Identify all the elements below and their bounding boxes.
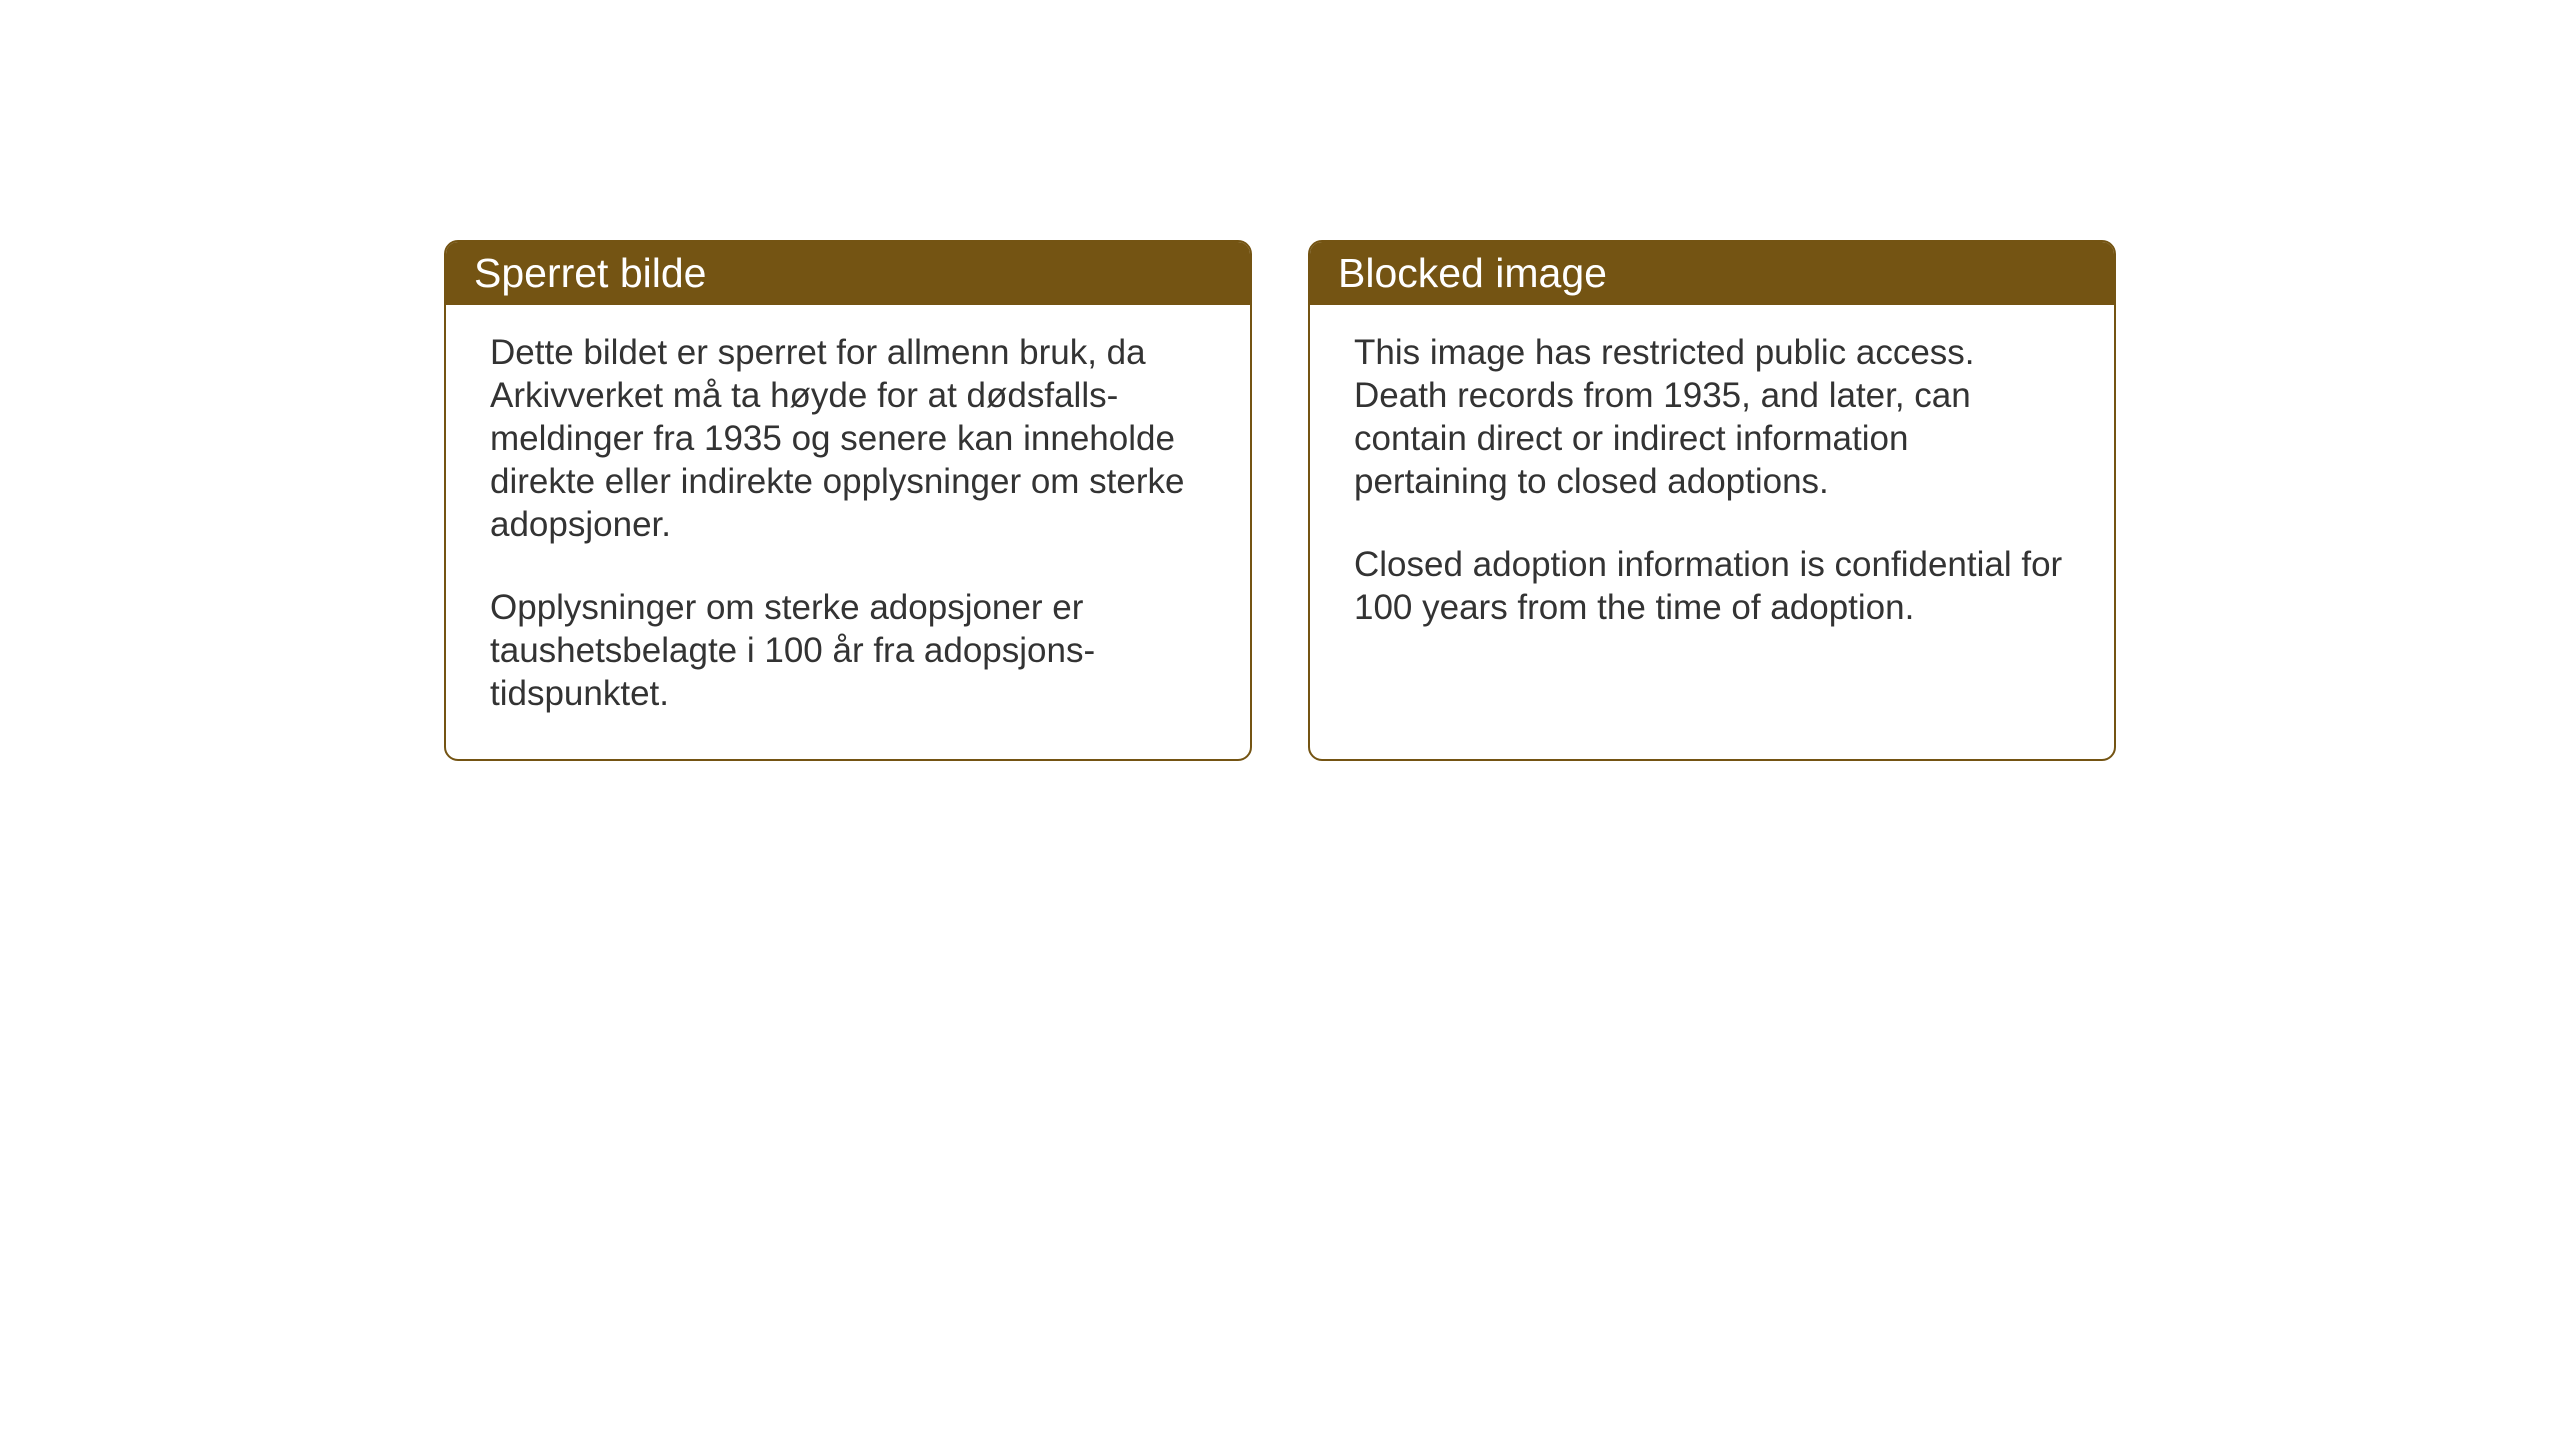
card-header-norwegian: Sperret bilde — [446, 242, 1250, 305]
paragraph-text: Closed adoption information is confident… — [1354, 543, 2070, 629]
card-header-english: Blocked image — [1310, 242, 2114, 305]
card-title: Blocked image — [1338, 250, 1607, 296]
paragraph-text: Dette bildet er sperret for allmenn bruk… — [490, 331, 1206, 546]
cards-container: Sperret bilde Dette bildet er sperret fo… — [444, 240, 2116, 761]
paragraph-text: Opplysninger om sterke adopsjoner er tau… — [490, 586, 1206, 715]
card-norwegian: Sperret bilde Dette bildet er sperret fo… — [444, 240, 1252, 761]
paragraph-text: This image has restricted public access.… — [1354, 331, 2070, 503]
card-title: Sperret bilde — [474, 250, 706, 296]
card-english: Blocked image This image has restricted … — [1308, 240, 2116, 761]
card-body-norwegian: Dette bildet er sperret for allmenn bruk… — [446, 305, 1250, 759]
card-body-english: This image has restricted public access.… — [1310, 305, 2114, 673]
